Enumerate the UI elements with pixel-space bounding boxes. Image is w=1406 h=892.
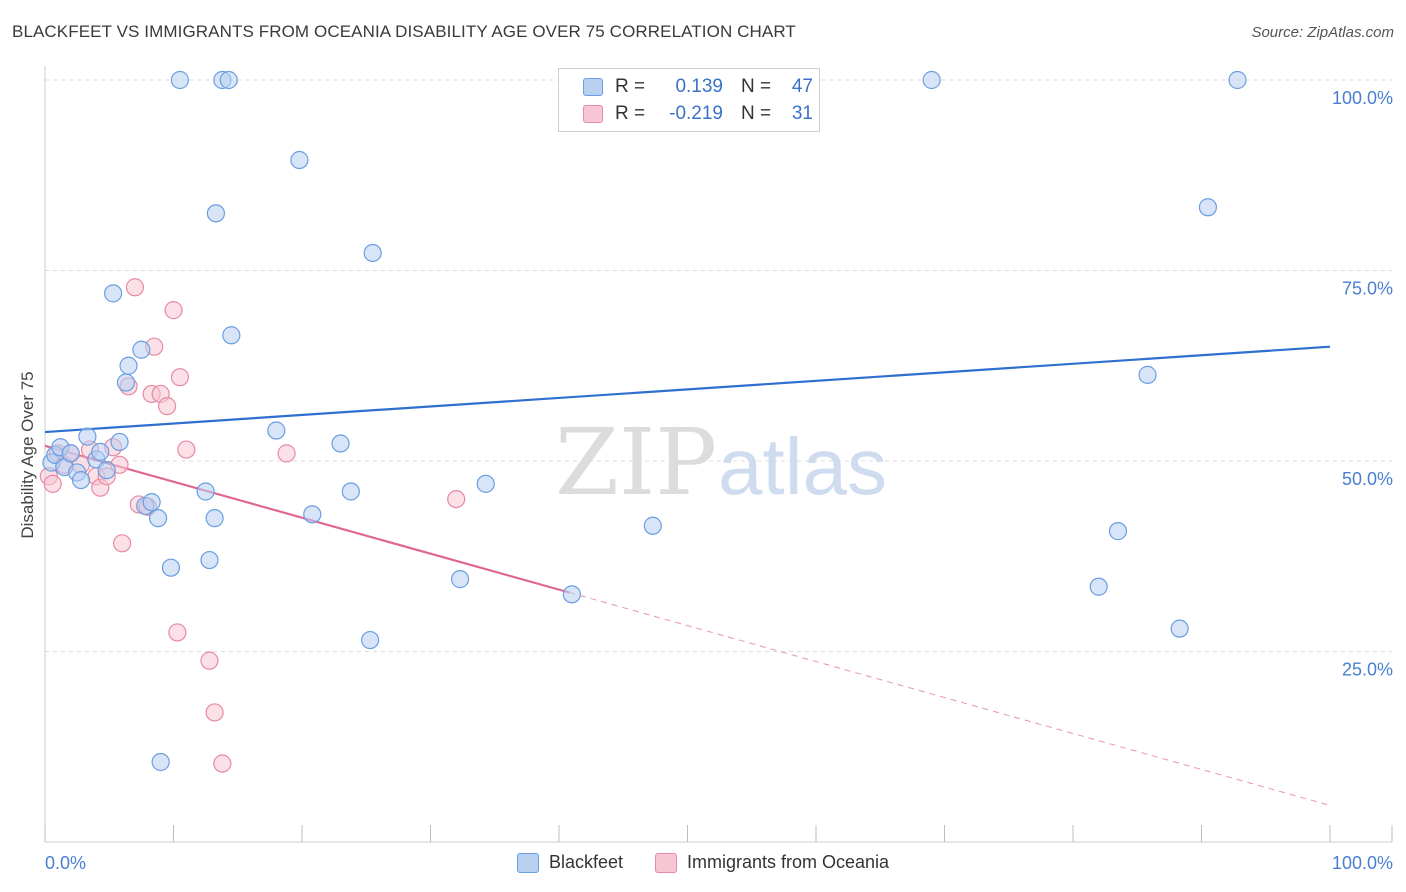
- legend-n-label: N =: [741, 103, 772, 124]
- point-blackfeet: [1138, 365, 1157, 384]
- legend-label-oceania: Immigrants from Oceania: [686, 852, 890, 872]
- point-oceania: [177, 440, 196, 459]
- point-oceania: [205, 703, 224, 722]
- point-blackfeet: [110, 432, 129, 452]
- point-blackfeet: [200, 550, 219, 570]
- trend-line-blackfeet: [44, 345, 1331, 434]
- point-blackfeet: [1198, 198, 1218, 217]
- point-blackfeet: [196, 482, 215, 501]
- point-blackfeet: [1228, 70, 1247, 90]
- y-tick-label: 25.0%: [1342, 660, 1393, 680]
- legend-r-value: 0.139: [675, 76, 723, 97]
- legend-row-oceania: R = -0.219 N = 31: [583, 101, 813, 127]
- point-blackfeet: [104, 284, 123, 303]
- legend-label-blackfeet: Blackfeet: [548, 852, 623, 872]
- point-oceania: [164, 301, 183, 320]
- point-blackfeet: [267, 421, 286, 440]
- point-oceania: [112, 534, 132, 553]
- point-blackfeet: [71, 470, 91, 490]
- y-tick-label: 50.0%: [1342, 469, 1393, 489]
- point-oceania: [277, 444, 296, 463]
- point-blackfeet: [61, 444, 80, 463]
- point-blackfeet: [450, 570, 470, 589]
- legend-r-label: R =: [615, 103, 646, 124]
- series-legend: Blackfeet Immigrants from Oceania: [0, 852, 1406, 873]
- legend-item-blackfeet: Blackfeet: [516, 852, 623, 873]
- point-blackfeet: [148, 509, 168, 528]
- x-tick-label: 100.0%: [1332, 853, 1393, 873]
- watermark-zip: ZIP: [555, 409, 717, 516]
- chart-title: BLACKFEET VS IMMIGRANTS FROM OCEANIA DIS…: [12, 22, 796, 41]
- legend-r-value: -0.219: [669, 103, 723, 124]
- point-blackfeet: [562, 585, 581, 604]
- point-oceania: [157, 397, 177, 416]
- legend-r-label: R =: [615, 76, 646, 97]
- legend-n-value: 47: [791, 76, 813, 97]
- point-blackfeet: [119, 356, 138, 375]
- point-blackfeet: [132, 340, 151, 359]
- chart-source: Source: ZipAtlas.com: [1251, 24, 1394, 41]
- point-blackfeet: [142, 493, 161, 512]
- legend-swatch-blackfeet: [583, 78, 603, 96]
- point-blackfeet: [116, 373, 136, 392]
- legend-swatch-oceania: [654, 852, 677, 873]
- point-blackfeet: [78, 427, 97, 446]
- legend-swatch-blackfeet: [516, 852, 539, 873]
- point-blackfeet: [161, 558, 181, 577]
- watermark-atlas: atlas: [718, 422, 887, 511]
- point-blackfeet: [341, 482, 360, 501]
- point-blackfeet: [222, 326, 241, 345]
- legend-n-label: N =: [741, 76, 772, 97]
- point-oceania: [213, 754, 232, 773]
- point-blackfeet: [476, 474, 495, 493]
- point-blackfeet: [1170, 619, 1189, 638]
- point-blackfeet: [206, 204, 226, 223]
- point-oceania: [170, 368, 190, 387]
- point-blackfeet: [205, 509, 224, 528]
- trend-line-oceania-extrapolated: [569, 592, 1331, 806]
- point-blackfeet: [1108, 522, 1128, 541]
- y-tick-label: 75.0%: [1342, 279, 1393, 299]
- legend-row-blackfeet: R = 0.139 N = 47: [583, 74, 813, 100]
- point-blackfeet: [1089, 577, 1108, 596]
- x-tick-label: 0.0%: [45, 853, 86, 873]
- point-blackfeet: [151, 752, 170, 772]
- point-blackfeet: [97, 461, 116, 480]
- point-blackfeet: [643, 516, 662, 535]
- point-oceania: [125, 278, 145, 297]
- point-blackfeet: [170, 70, 190, 90]
- stats-legend: R = 0.139 N = 47 R = -0.219 N = 31: [558, 68, 820, 132]
- y-tick-label: 100.0%: [1332, 88, 1393, 108]
- point-blackfeet: [361, 630, 380, 650]
- point-oceania: [447, 490, 466, 509]
- point-blackfeet: [91, 442, 110, 461]
- y-axis-label: Disability Age Over 75: [18, 371, 37, 538]
- legend-item-oceania: Immigrants from Oceania: [654, 852, 890, 873]
- point-blackfeet: [922, 70, 941, 90]
- point-oceania: [200, 651, 219, 670]
- point-blackfeet: [290, 150, 309, 170]
- legend-swatch-oceania: [583, 105, 603, 123]
- point-blackfeet: [303, 505, 322, 524]
- point-oceania: [168, 623, 187, 642]
- point-oceania: [43, 474, 62, 493]
- point-blackfeet: [331, 434, 350, 453]
- point-blackfeet: [219, 70, 238, 90]
- point-blackfeet: [363, 243, 382, 263]
- legend-n-value: 31: [791, 103, 813, 124]
